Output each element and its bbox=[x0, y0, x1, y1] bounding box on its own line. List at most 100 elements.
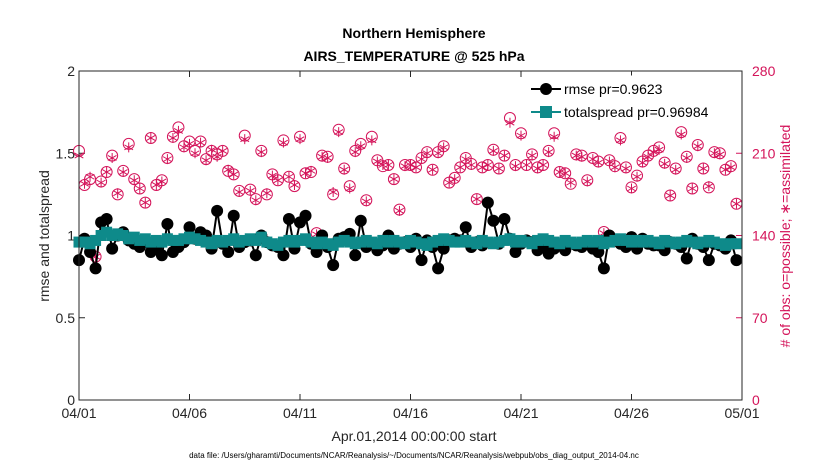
totalspread-point bbox=[598, 238, 610, 250]
y-tick-right-label: 0 bbox=[752, 392, 760, 408]
totalspread-point bbox=[277, 236, 289, 248]
totalspread-point bbox=[521, 236, 533, 248]
obs-assimilated-point bbox=[146, 132, 156, 143]
y-tick-right-label: 140 bbox=[752, 228, 776, 244]
rmse-point bbox=[730, 254, 743, 267]
obs-assimilated-point bbox=[726, 162, 736, 173]
totalspread-point bbox=[570, 238, 582, 250]
obs-assimilated-point bbox=[195, 137, 206, 148]
totalspread-point bbox=[161, 233, 173, 245]
totalspread-point bbox=[614, 233, 626, 245]
totalspread-point bbox=[482, 236, 494, 248]
obs-assimilated-point bbox=[632, 171, 642, 182]
y-tick-right-label: 280 bbox=[752, 63, 776, 79]
obs-assimilated-point bbox=[278, 137, 289, 148]
totalspread-point bbox=[603, 236, 615, 248]
obs-assimilated-point bbox=[560, 168, 570, 179]
obs-assimilated-point bbox=[450, 174, 460, 185]
totalspread-point bbox=[719, 239, 731, 251]
totalspread-point bbox=[515, 234, 527, 246]
obs-assimilated-point bbox=[284, 171, 294, 182]
totalspread-point bbox=[90, 234, 102, 246]
totalspread-point bbox=[366, 236, 378, 248]
obs-assimilated-point bbox=[499, 150, 510, 161]
totalspread-point bbox=[730, 238, 742, 250]
totalspread-point bbox=[438, 233, 450, 245]
obs-assimilated-point bbox=[549, 131, 559, 142]
obs-assimilated-point bbox=[383, 160, 393, 170]
obs-assimilated-point bbox=[615, 135, 626, 146]
obs-assimilated-point bbox=[665, 190, 675, 201]
obs-assimilated-point bbox=[339, 164, 349, 175]
totalspread-point bbox=[106, 230, 118, 241]
y-axis-left-label: rmse and totalspread bbox=[36, 170, 52, 302]
totalspread-point bbox=[471, 238, 483, 250]
totalspread-point bbox=[626, 236, 637, 248]
rmse-point bbox=[227, 209, 240, 222]
totalspread-point bbox=[233, 236, 245, 248]
totalspread-point bbox=[526, 238, 538, 250]
totalspread-point bbox=[460, 234, 472, 246]
obs-assimilated-point bbox=[709, 148, 719, 159]
x-tick-label: 04/01 bbox=[61, 405, 96, 421]
obs-assimilated-point bbox=[140, 197, 150, 208]
obs-assimilated-point bbox=[428, 164, 438, 175]
totalspread-point bbox=[449, 236, 461, 248]
obs-assimilated-point bbox=[184, 138, 195, 149]
totalspread-point bbox=[405, 234, 416, 246]
obs-possible-point bbox=[216, 144, 229, 157]
obs-assimilated-point bbox=[107, 152, 117, 163]
totalspread-point bbox=[416, 238, 428, 250]
obs-possible-point bbox=[520, 159, 533, 171]
rmse-point bbox=[349, 249, 362, 262]
obs-assimilated-point bbox=[472, 194, 482, 205]
totalspread-point bbox=[587, 236, 599, 248]
obs-assimilated-point bbox=[300, 168, 311, 179]
series-obs bbox=[73, 112, 743, 263]
obs-assimilated-point bbox=[190, 148, 200, 159]
totalspread-point bbox=[349, 238, 361, 250]
obs-assimilated-point bbox=[251, 195, 261, 206]
totalspread-point bbox=[653, 238, 665, 250]
rmse-point bbox=[211, 204, 224, 217]
rmse-point bbox=[597, 262, 610, 275]
obs-assimilated-point bbox=[566, 177, 576, 188]
obs-assimilated-point bbox=[521, 160, 532, 170]
obs-possible-point bbox=[100, 166, 113, 179]
totalspread-point bbox=[316, 236, 328, 248]
totalspread-point bbox=[311, 238, 323, 250]
obs-assimilated-point bbox=[483, 160, 493, 170]
totalspread-point bbox=[239, 234, 251, 246]
x-tick-label: 04/26 bbox=[614, 405, 649, 421]
totalspread-point bbox=[620, 234, 632, 246]
obs-assimilated-point bbox=[505, 117, 515, 128]
obs-assimilated-point bbox=[173, 125, 184, 136]
obs-assimilated-point bbox=[168, 132, 178, 143]
totalspread-point bbox=[681, 234, 693, 246]
obs-possible-point bbox=[498, 149, 511, 162]
obs-assimilated-point bbox=[693, 141, 703, 152]
legend-rmse-label: rmse pr=0.9623 bbox=[564, 81, 663, 97]
obs-assimilated-point bbox=[267, 170, 277, 181]
totalspread-point bbox=[172, 234, 184, 246]
rmse-point bbox=[415, 254, 428, 267]
totalspread-point bbox=[178, 233, 190, 245]
totalspread-point bbox=[101, 226, 113, 238]
totalspread-point bbox=[123, 233, 135, 245]
obs-assimilated-point bbox=[477, 162, 487, 173]
y-tick-left-label: 1.5 bbox=[56, 145, 76, 161]
totalspread-point bbox=[637, 236, 649, 248]
obs-possible-point bbox=[426, 163, 439, 176]
totalspread-point bbox=[576, 236, 588, 248]
totalspread-point bbox=[692, 238, 704, 250]
totalspread-point bbox=[167, 234, 179, 246]
obs-assimilated-point bbox=[455, 162, 465, 173]
obs-assimilated-point bbox=[671, 164, 681, 175]
totalspread-point bbox=[388, 234, 400, 246]
obs-assimilated-point bbox=[273, 175, 283, 186]
obs-assimilated-point bbox=[400, 161, 410, 172]
totalspread-point bbox=[642, 234, 654, 246]
obs-assimilated-point bbox=[361, 196, 371, 207]
totalspread-point bbox=[686, 236, 698, 248]
